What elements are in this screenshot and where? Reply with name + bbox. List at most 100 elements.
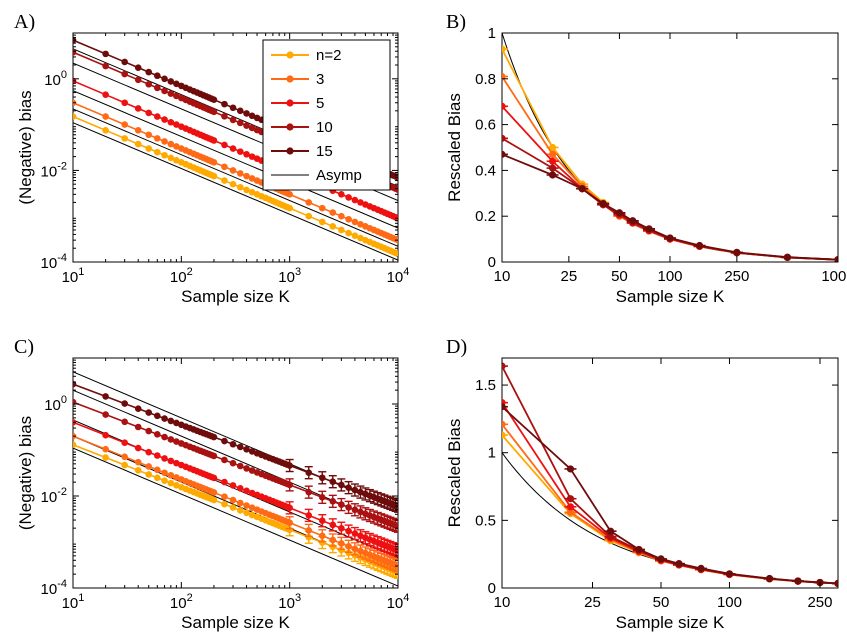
legend-label: 15 <box>316 143 333 160</box>
x-tick-label-exp: 2 <box>187 592 193 604</box>
data-point <box>121 439 128 447</box>
data-point <box>248 175 256 182</box>
data-point <box>243 465 250 472</box>
data-point <box>153 474 161 482</box>
data-point <box>229 504 237 511</box>
data-point <box>305 212 313 220</box>
data-point <box>102 91 109 98</box>
data-point <box>167 78 175 85</box>
data-point <box>134 467 142 474</box>
data-point <box>210 496 218 504</box>
y-tick-label: 0.5 <box>475 512 496 529</box>
x-tick-label-base: 10 <box>387 595 404 612</box>
data-point <box>351 218 359 226</box>
y-tick-label: 10-2 <box>41 160 67 180</box>
asymptote-line <box>73 122 398 261</box>
data-point <box>173 459 180 467</box>
data-point <box>338 226 345 234</box>
data-point <box>345 229 352 237</box>
x-tick-label: 101 <box>62 266 85 286</box>
axes-frame <box>501 357 839 589</box>
data-point <box>248 153 256 160</box>
data-point <box>210 433 218 441</box>
data-point <box>167 140 175 148</box>
y-tick-label-base: 10 <box>44 397 61 414</box>
data-point <box>102 62 109 70</box>
data-point <box>210 108 218 116</box>
data-point <box>134 405 142 412</box>
data-point <box>248 188 256 196</box>
data-point <box>134 105 142 112</box>
data-point <box>121 99 128 107</box>
asymptote-line <box>73 108 398 247</box>
data-point <box>329 209 337 216</box>
x-axis-label: Sample size K <box>181 287 290 306</box>
y-tick-label-exp: -2 <box>57 486 67 498</box>
data-point <box>236 107 244 115</box>
data-point <box>210 474 218 482</box>
data-point <box>161 151 168 159</box>
data-point <box>221 163 228 171</box>
data-point <box>167 118 175 126</box>
x-tick-label: 25 <box>561 268 578 285</box>
data-point <box>145 463 153 470</box>
data-point <box>173 438 180 445</box>
data-point <box>161 138 168 145</box>
data-point <box>161 455 168 462</box>
data-point <box>145 131 153 139</box>
data-point <box>221 493 228 500</box>
y-tick-label: 10-4 <box>41 578 67 598</box>
data-point <box>248 124 256 132</box>
data-point <box>145 409 153 416</box>
y-axis-label: Rescaled Bias <box>445 93 464 202</box>
data-point <box>357 234 364 242</box>
asymptote-line <box>73 447 398 587</box>
data-point <box>394 186 398 193</box>
data-point <box>161 87 168 95</box>
data-point <box>153 430 161 438</box>
legend-marker <box>286 123 294 131</box>
data-point <box>167 90 175 97</box>
y-axis-label: Rescaled Bias <box>445 419 464 528</box>
data-point <box>210 452 218 460</box>
data-point <box>243 509 250 517</box>
data-point <box>236 462 244 470</box>
y-tick-label-exp: -2 <box>57 160 67 172</box>
data-point <box>210 489 218 496</box>
data-point <box>102 127 109 134</box>
series-line <box>502 365 838 585</box>
plot-area <box>73 371 398 587</box>
panel-label: B) <box>446 11 466 33</box>
data-point <box>102 445 109 453</box>
data-point <box>161 116 168 123</box>
data-point <box>73 441 77 449</box>
data-point <box>167 436 175 443</box>
y-tick-label: 0 <box>488 254 496 271</box>
y-tick-label-base: 10 <box>41 489 58 506</box>
legend-label: n=2 <box>316 47 341 64</box>
data-point <box>243 122 250 129</box>
data-point <box>221 177 228 184</box>
data-point <box>121 418 128 426</box>
x-axis-label: Sample size K <box>181 613 290 632</box>
y-tick-label-exp: 0 <box>61 394 67 406</box>
data-point <box>236 170 244 177</box>
data-point <box>318 218 326 226</box>
panel-d: D) 10 25 50 100 250 0 0.5 1 1.5 Sample size K Resca… <box>445 336 839 632</box>
y-tick-label: 1 <box>488 25 496 42</box>
data-point <box>286 204 293 212</box>
data-point <box>229 116 237 124</box>
x-tick-label: 250 <box>807 594 832 611</box>
asymptote-line <box>502 452 835 584</box>
series-line <box>502 406 838 585</box>
data-point <box>153 148 161 156</box>
x-tick-label: 102 <box>170 266 193 286</box>
legend-label: 3 <box>316 71 324 88</box>
x-tick-label: 103 <box>278 266 301 286</box>
axes-frame <box>72 32 399 263</box>
series-line <box>502 153 838 261</box>
data-point <box>121 135 128 142</box>
y-tick-label: 0.2 <box>475 208 496 225</box>
data-point <box>167 154 175 162</box>
